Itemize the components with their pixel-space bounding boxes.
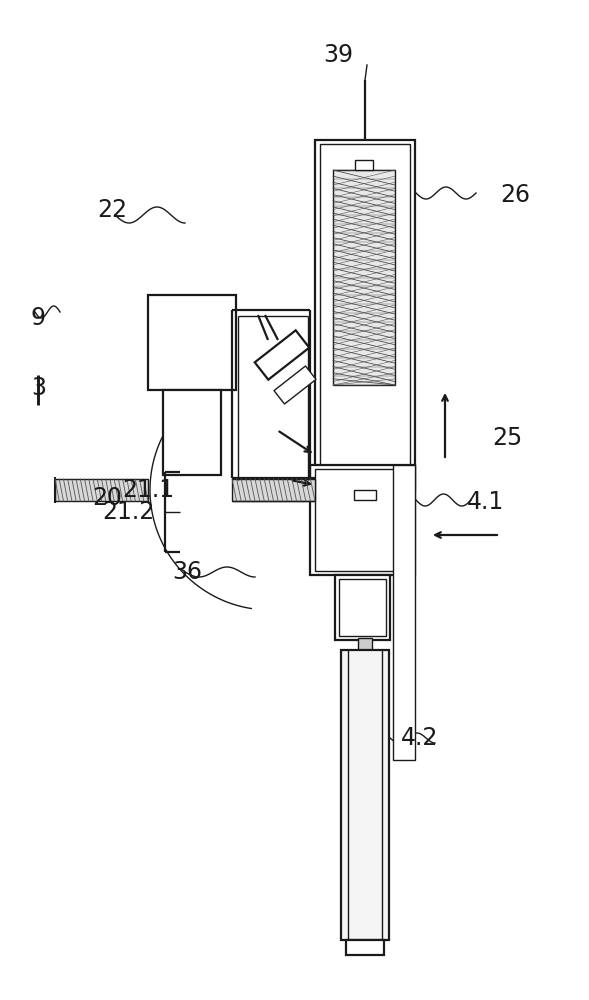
- Bar: [55, 479, 148, 501]
- Bar: [163, 390, 221, 475]
- Text: 39: 39: [324, 43, 353, 67]
- Text: 22: 22: [97, 198, 127, 222]
- Bar: [393, 465, 415, 760]
- Bar: [315, 469, 410, 571]
- Bar: [346, 940, 384, 955]
- Bar: [315, 140, 415, 490]
- Bar: [232, 479, 315, 501]
- Text: 4.2: 4.2: [401, 726, 438, 750]
- Bar: [333, 170, 395, 385]
- Text: 21.2: 21.2: [102, 500, 154, 524]
- Text: 25: 25: [492, 426, 523, 450]
- Text: 20: 20: [92, 486, 122, 510]
- Bar: [274, 366, 316, 404]
- Bar: [355, 160, 373, 170]
- Bar: [354, 490, 376, 500]
- Bar: [339, 579, 386, 636]
- Text: 9: 9: [31, 306, 46, 330]
- Bar: [320, 144, 410, 486]
- Bar: [341, 650, 389, 940]
- Bar: [254, 330, 309, 380]
- Bar: [310, 465, 415, 575]
- Bar: [335, 575, 390, 640]
- Text: 26: 26: [501, 183, 530, 207]
- Bar: [148, 295, 236, 390]
- Text: 4.1: 4.1: [467, 490, 505, 514]
- Text: 36: 36: [173, 560, 202, 584]
- Text: 21.1: 21.1: [123, 478, 174, 502]
- Text: 3: 3: [31, 376, 46, 400]
- Bar: [358, 638, 372, 650]
